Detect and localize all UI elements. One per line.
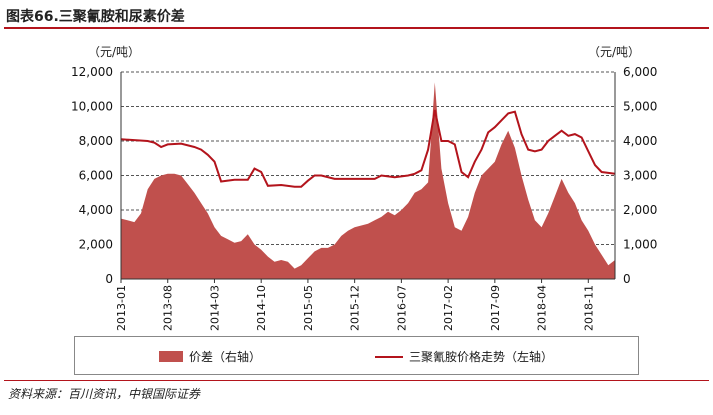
legend-label-spread: 价差（右轴） [189, 350, 262, 364]
right-tick-label: 6,000 [623, 65, 657, 79]
right-tick-label: 3,000 [623, 169, 657, 183]
left-tick-label: 10,000 [71, 100, 113, 114]
spread-area [121, 82, 615, 280]
title-rule [4, 27, 709, 29]
legend-label-price: 三聚氰胺价格走势（左轴） [409, 350, 554, 364]
right-tick-label: 2,000 [623, 203, 657, 217]
x-tick-label: 2014-03 [209, 285, 222, 331]
legend: 价差（右轴） 三聚氰胺价格走势（左轴） [74, 336, 639, 375]
right-axis-tick-labels: 0 1,000 2,000 3,000 4,000 5,000 6,000 [623, 65, 657, 286]
right-axis-unit: （元/吨） [588, 45, 641, 59]
right-tick-label: 1,000 [623, 238, 657, 252]
x-tick-label: 2018-04 [536, 285, 549, 331]
source-note: 资料来源：百川资讯，中银国际证券 [8, 387, 201, 401]
axes [120, 72, 616, 280]
chart-title: 图表66.三聚氰胺和尿素价差 [6, 9, 185, 25]
chart-canvas: 0 2,000 4,000 6,000 8,000 10,000 12,000 0 1,000… [71, 65, 657, 331]
left-tick-label: 2,000 [79, 238, 113, 252]
source-rule [4, 380, 709, 381]
price-line-layer [120, 109, 616, 188]
x-tick-label: 2018-11 [582, 285, 595, 331]
right-tick-label: 0 [623, 272, 631, 286]
x-tick-label: 2015-12 [349, 285, 362, 331]
x-tick-label: 2017-09 [489, 285, 502, 331]
left-tick-label: 8,000 [79, 134, 113, 148]
x-axis-tick-labels: 2013-01 2013-08 2014-03 2014-10 2015-05 2015-… [115, 279, 595, 331]
left-tick-label: 6,000 [79, 169, 113, 183]
x-tick-label: 2016-07 [395, 285, 408, 331]
right-tick-label: 4,000 [623, 134, 657, 148]
left-tick-label: 12,000 [71, 65, 113, 79]
legend-swatch-price [375, 355, 403, 358]
spread-area-layer [121, 82, 615, 280]
x-tick-label: 2014-10 [255, 285, 268, 331]
x-tick-label: 2013-08 [162, 285, 175, 331]
x-tick-label: 2015-05 [302, 285, 315, 331]
right-tick-label: 5,000 [623, 100, 657, 114]
legend-item-spread: 价差（右轴） [159, 348, 261, 365]
legend-item-price: 三聚氰胺价格走势（左轴） [375, 348, 553, 365]
x-tick-label: 2017-02 [442, 285, 455, 331]
left-axis-unit: （元/吨） [88, 45, 141, 59]
x-tick-label: 2013-01 [115, 285, 128, 331]
left-tick-label: 4,000 [79, 203, 113, 217]
legend-swatch-spread [159, 351, 183, 362]
left-axis-tick-labels: 0 2,000 4,000 6,000 8,000 10,000 12,000 [71, 65, 113, 286]
left-tick-label: 0 [105, 272, 113, 286]
price-line [120, 109, 616, 188]
